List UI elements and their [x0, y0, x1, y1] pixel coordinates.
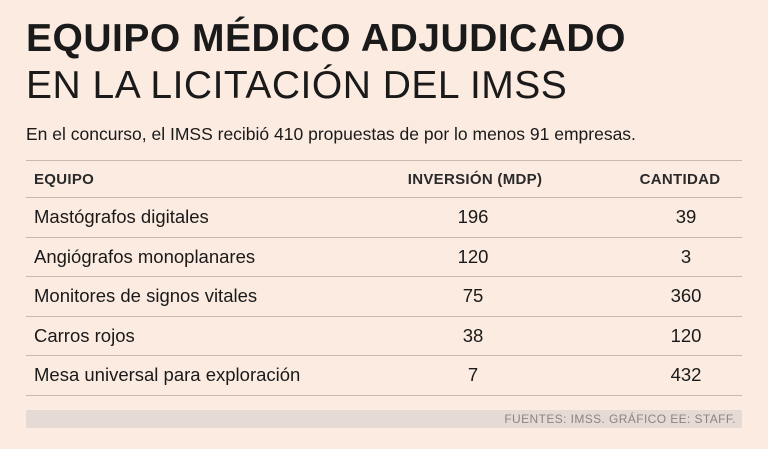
title-line-1: EQUIPO MÉDICO ADJUDICADO [26, 17, 626, 60]
cell-cantidad: 3 [680, 245, 692, 267]
column-header-inversion: INVERSIÓN (MDP) [407, 170, 543, 188]
data-table: EQUIPO INVERSIÓN (MDP) CANTIDAD Mastógra… [26, 160, 742, 396]
cell-cantidad: 120 [670, 324, 702, 346]
cell-inversion: 120 [457, 245, 489, 267]
cell-equipo: Mastógrafos digitales [34, 206, 209, 228]
column-header-cantidad: CANTIDAD [639, 170, 721, 188]
cell-equipo: Angiógrafos monoplanares [34, 245, 256, 267]
table-row: Angiógrafos monoplanares 120 3 [26, 238, 742, 277]
cell-cantidad: 360 [670, 285, 702, 307]
source-bar: FUENTES: IMSS. GRÁFICO EE: STAFF. [26, 410, 742, 428]
column-header-equipo: EQUIPO [34, 170, 95, 188]
title-line-2: EN LA LICITACIÓN DEL IMSS [26, 64, 568, 107]
cell-cantidad: 39 [675, 206, 697, 228]
source-note: FUENTES: IMSS. GRÁFICO EE: STAFF. [504, 412, 736, 426]
table-row: Mesa universal para exploración 7 432 [26, 356, 742, 396]
cell-inversion: 75 [462, 285, 484, 307]
cell-equipo: Mesa universal para exploración [34, 364, 301, 386]
cell-inversion: 7 [467, 364, 479, 386]
table-row: Monitores de signos vitales 75 360 [26, 277, 742, 317]
table-header-row: EQUIPO INVERSIÓN (MDP) CANTIDAD [26, 161, 742, 198]
subtitle: En el concurso, el IMSS recibió 410 prop… [26, 124, 636, 144]
cell-equipo: Monitores de signos vitales [34, 285, 258, 307]
cell-inversion: 196 [457, 206, 489, 228]
cell-equipo: Carros rojos [34, 324, 135, 346]
table-row: Carros rojos 38 120 [26, 317, 742, 356]
cell-cantidad: 432 [670, 364, 702, 386]
cell-inversion: 38 [462, 324, 484, 346]
table-row: Mastógrafos digitales 196 39 [26, 198, 742, 238]
table-body: Mastógrafos digitales 196 39 Angiógrafos mo… [26, 198, 742, 396]
